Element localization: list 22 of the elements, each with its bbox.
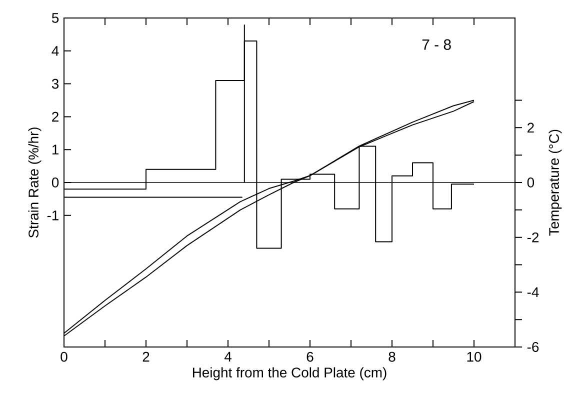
y2-tick-label: 2 bbox=[528, 122, 534, 133]
annotation: 7 - 8 bbox=[422, 39, 451, 50]
x-tick-label: 10 bbox=[467, 352, 482, 362]
y-tick-label: 4 bbox=[52, 46, 59, 56]
y-tick-label: 2 bbox=[52, 112, 58, 122]
y-tick-label: 5 bbox=[52, 13, 59, 23]
y-tick-label: 3 bbox=[52, 78, 59, 89]
y2-tick-label: -2 bbox=[527, 232, 539, 242]
x-tick-label: 4 bbox=[224, 352, 232, 362]
y-tick-label: -1 bbox=[47, 210, 58, 220]
y2-tick-label: -4 bbox=[527, 287, 539, 297]
x-axis-title: Height from the Cold Plate (cm) bbox=[192, 367, 386, 380]
x-tick-label: 2 bbox=[142, 352, 150, 362]
y-axis-title: Strain Rate (%/hr) bbox=[28, 128, 42, 238]
x-tick-label: 8 bbox=[388, 352, 396, 362]
y2-tick-label: -6 bbox=[527, 342, 539, 352]
x-tick-label: 0 bbox=[60, 352, 68, 362]
y2-tick-label: 0 bbox=[527, 178, 534, 188]
x-tick-label: 6 bbox=[306, 352, 314, 362]
y-tick-label: 0 bbox=[52, 178, 59, 188]
y2-axis-title: Temperature (°C) bbox=[548, 130, 562, 236]
y-tick-label: 1 bbox=[52, 144, 58, 154]
